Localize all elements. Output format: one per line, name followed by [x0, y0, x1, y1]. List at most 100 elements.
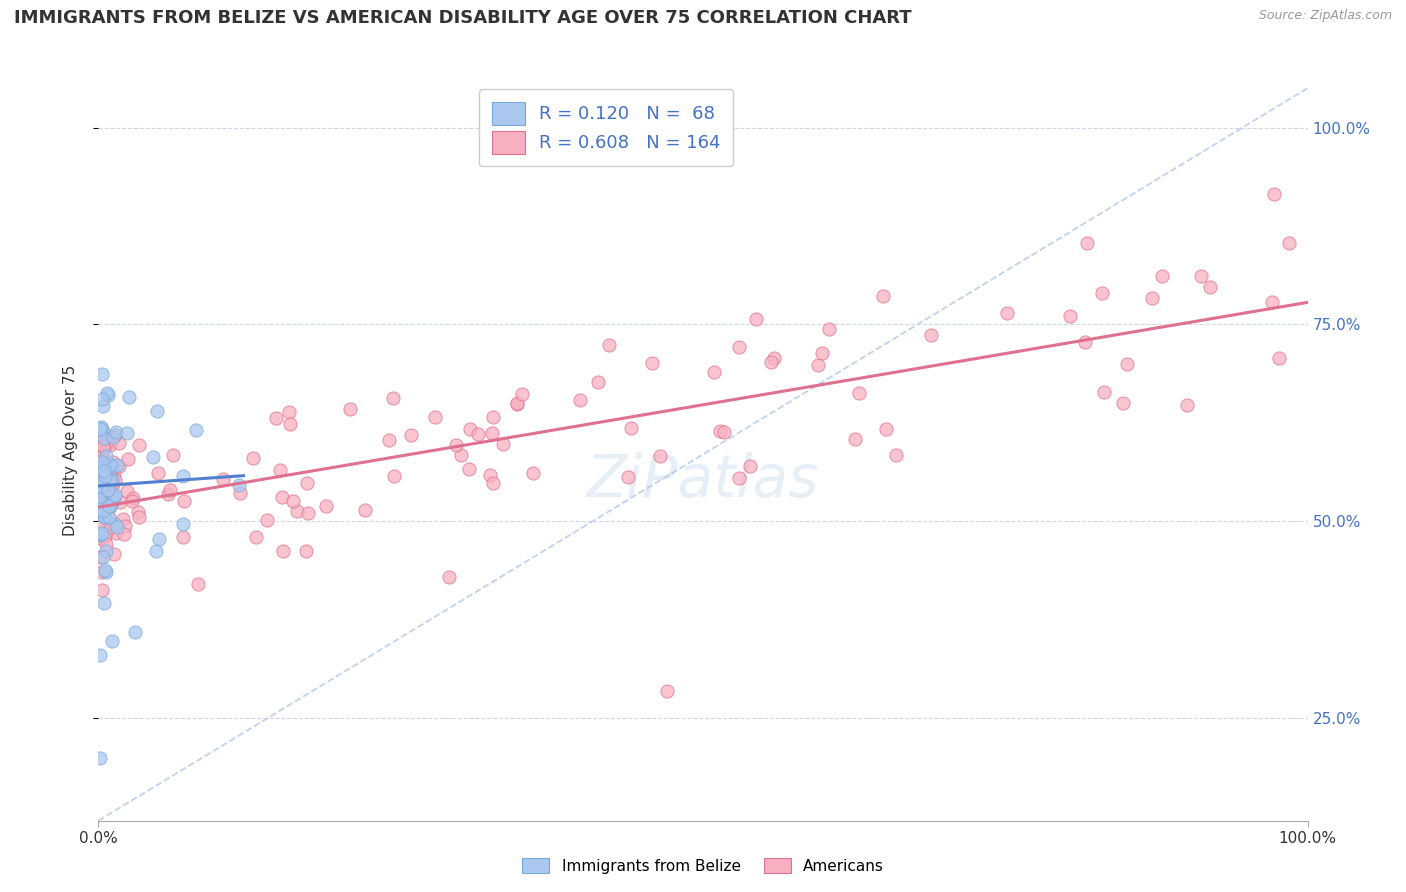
Legend: R = 0.120   N =  68, R = 0.608   N = 164: R = 0.120 N = 68, R = 0.608 N = 164: [479, 89, 733, 167]
Point: [482, 475, 505, 490]
Point: [94, 529, 117, 543]
Legend: Immigrants from Belize, Americans: Immigrants from Belize, Americans: [516, 852, 890, 880]
Point: [100, 520, 122, 534]
Point: [159, 483, 181, 498]
Point: [1261, 295, 1284, 310]
Point: [450, 448, 472, 462]
Point: [94, 499, 117, 513]
Point: [124, 624, 146, 639]
Point: [382, 391, 405, 405]
Point: [457, 462, 479, 476]
Point: [90, 526, 112, 541]
Point: [87, 441, 110, 455]
Point: [96, 455, 118, 469]
Point: [399, 428, 422, 442]
Point: [93, 508, 115, 523]
Point: [108, 436, 131, 450]
Point: [423, 410, 446, 425]
Point: [94, 537, 117, 551]
Point: [101, 633, 124, 648]
Point: [709, 424, 731, 438]
Point: [101, 430, 124, 444]
Point: [354, 502, 377, 516]
Point: [93, 431, 115, 445]
Point: [112, 527, 135, 541]
Point: [127, 505, 149, 519]
Point: [995, 305, 1018, 319]
Point: [91, 486, 114, 500]
Point: [848, 385, 870, 400]
Point: [90, 507, 112, 521]
Point: [90, 503, 112, 517]
Point: [506, 396, 529, 410]
Point: [90, 455, 112, 469]
Point: [112, 512, 135, 526]
Point: [148, 466, 170, 480]
Point: [87, 459, 110, 474]
Point: [96, 386, 118, 401]
Point: [91, 475, 114, 490]
Point: [187, 576, 209, 591]
Point: [339, 401, 361, 416]
Point: [148, 532, 170, 546]
Point: [94, 566, 117, 580]
Point: [115, 425, 138, 440]
Point: [91, 483, 114, 498]
Point: [104, 488, 127, 502]
Point: [90, 461, 112, 475]
Point: [256, 513, 278, 527]
Point: [101, 474, 124, 488]
Point: [655, 683, 678, 698]
Point: [1111, 396, 1133, 410]
Point: [121, 494, 143, 508]
Point: [105, 425, 128, 439]
Point: [713, 425, 735, 440]
Point: [101, 455, 124, 469]
Point: [97, 501, 120, 516]
Point: [745, 311, 768, 326]
Point: [108, 495, 131, 509]
Point: [96, 462, 118, 476]
Point: [172, 530, 194, 544]
Point: [90, 565, 112, 579]
Point: [297, 506, 319, 520]
Point: [101, 477, 124, 491]
Point: [118, 390, 141, 404]
Point: [89, 550, 111, 565]
Point: [1140, 291, 1163, 305]
Point: [97, 473, 120, 487]
Point: [103, 547, 125, 561]
Point: [811, 345, 834, 359]
Point: [93, 464, 115, 478]
Point: [1090, 286, 1112, 301]
Point: [94, 461, 117, 475]
Point: [228, 477, 250, 491]
Point: [285, 504, 308, 518]
Point: [122, 491, 145, 505]
Point: [98, 438, 121, 452]
Point: [97, 499, 120, 513]
Point: [481, 425, 503, 440]
Point: [128, 438, 150, 452]
Point: [89, 531, 111, 545]
Point: [1150, 268, 1173, 283]
Point: [90, 526, 112, 541]
Point: [186, 424, 208, 438]
Point: [97, 435, 120, 450]
Point: [91, 392, 114, 406]
Point: [492, 437, 515, 451]
Point: [1175, 398, 1198, 412]
Point: [97, 467, 120, 481]
Point: [93, 458, 115, 472]
Point: [90, 583, 112, 598]
Point: [229, 485, 252, 500]
Point: [90, 450, 112, 464]
Point: [641, 356, 664, 370]
Point: [98, 511, 121, 525]
Point: [104, 428, 127, 442]
Point: [94, 527, 117, 541]
Point: [91, 504, 114, 518]
Point: [1116, 357, 1139, 371]
Point: [844, 432, 866, 446]
Point: [807, 358, 830, 372]
